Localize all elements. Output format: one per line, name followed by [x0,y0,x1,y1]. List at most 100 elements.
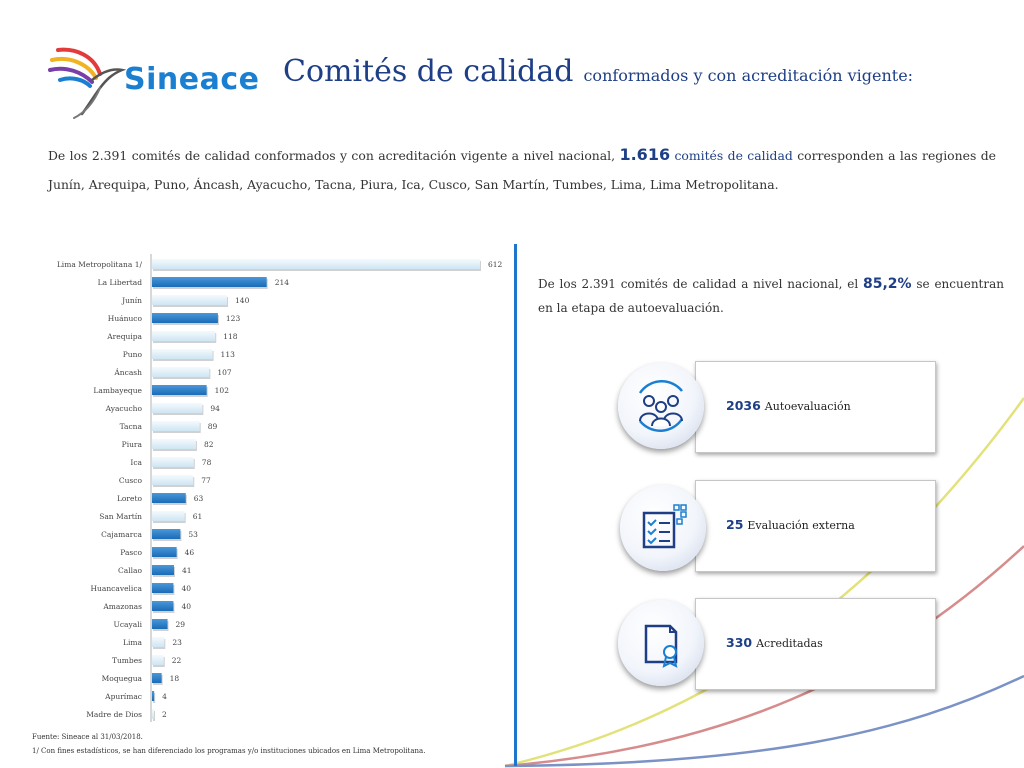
value-label: 214 [275,278,290,287]
category-label: Ayacucho [105,404,143,413]
curve-yellow [504,397,1024,768]
category-label: Junín [121,296,142,305]
intro-text-start: De los 2.391 comités de calidad conforma… [48,148,616,163]
bar [152,331,216,341]
card-text: 330 Acreditadas [726,635,823,650]
category-label: Áncash [113,368,142,377]
value-label: 22 [172,656,182,665]
value-label: 46 [185,548,195,557]
source-note: Fuente: Sineace al 31/03/2018. [32,733,143,741]
bar [152,313,218,323]
hummingbird-logo-icon [48,47,127,119]
value-label: 113 [221,350,236,359]
bar [152,259,480,269]
category-label: Ica [130,458,142,467]
category-label: Tacna [120,422,143,431]
value-label: 140 [235,296,250,305]
value-label: 94 [210,404,220,413]
bar [152,709,154,719]
category-label: San Martín [99,512,142,521]
category-label: Callao [118,566,142,575]
intro-number: 1.616 [619,145,671,164]
statement-text-start: De los 2.391 comités de calidad a nivel … [538,277,859,291]
certificate-icon-circle [618,600,704,686]
footnotes: Fuente: Sineace al 31/03/2018. 1/ Con fi… [32,730,425,758]
value-label: 2 [162,710,167,719]
card-number: 2036 [726,398,761,413]
bar [152,565,174,575]
bar [152,691,155,701]
category-label: Tumbes [112,656,142,665]
bar [152,583,174,593]
bar [152,511,185,521]
checklist-icon [642,504,687,549]
category-label: La Libertad [98,278,143,287]
category-label: Cusco [119,476,143,485]
intro-highlight: comités de calidad [674,148,793,163]
value-label: 63 [194,494,204,503]
value-label: 41 [182,566,192,575]
category-label: Cajamarca [101,530,142,539]
card-text: 25 Evaluación externa [726,517,855,532]
category-label: Pasco [120,548,142,557]
bar [152,421,200,431]
value-label: 102 [215,386,230,395]
card-acreditadas: 330 Acreditadas [695,598,936,690]
category-label: Arequipa [106,332,142,341]
lima-note: 1/ Con fines estadísticos, se han difere… [32,747,426,755]
value-label: 4 [162,692,167,701]
bar [152,457,194,467]
bar [152,619,168,629]
intro-paragraph: De los 2.391 comités de calidad conforma… [48,140,996,199]
bar [152,655,164,665]
value-label: 53 [188,530,198,539]
value-label: 107 [217,368,232,377]
bar [152,295,228,305]
category-label: Amazonas [102,602,142,611]
bar [152,439,196,449]
bar [152,529,181,539]
card-evaluacion-externa: 25 Evaluación externa [695,480,936,572]
certificate-icon [644,624,678,668]
brand-name: Sineace [124,62,260,97]
bar [152,493,186,503]
value-label: 78 [202,458,212,467]
card-label: Acreditadas [756,637,823,650]
value-label: 23 [172,638,182,647]
title-main: Comités de calidad [283,54,574,89]
category-label: Madre de Dios [86,710,142,719]
value-label: 123 [226,314,241,323]
category-label: Apurímac [104,692,142,701]
people-cycle-icon [638,380,684,432]
category-label: Puno [123,350,143,359]
bar [152,475,194,485]
value-label: 40 [181,584,191,593]
value-label: 118 [223,332,238,341]
bar [152,367,210,377]
value-label: 29 [176,620,186,629]
category-label: Huancavelica [91,584,143,593]
value-label: 18 [170,674,180,683]
intro-text-end: corresponden a las regiones de Junín, Ar… [48,148,996,192]
bar [152,601,174,611]
checklist-icon-circle [620,485,706,571]
bar [152,277,267,287]
page-title: Comités de calidad conformados y con acre… [283,54,913,89]
category-label: Piura [122,440,143,449]
category-label: Lima [123,638,142,647]
statement-text-end: se encuentran en la etapa de autoevaluac… [538,277,1005,315]
bar [152,385,207,395]
card-number: 25 [726,517,744,532]
card-text: 2036 Autoevaluación [726,398,851,413]
value-label: 40 [181,602,191,611]
category-label: Huánuco [108,314,143,323]
card-number: 330 [726,635,753,650]
vertical-divider [514,244,517,766]
category-label: Moquegua [102,674,143,683]
statement-percent: 85,2% [863,276,912,292]
statement-paragraph: De los 2.391 comités de calidad a nivel … [538,272,1004,320]
value-label: 89 [208,422,218,431]
bar [152,673,162,683]
category-label: Lima Metropolitana 1/ [57,260,143,269]
